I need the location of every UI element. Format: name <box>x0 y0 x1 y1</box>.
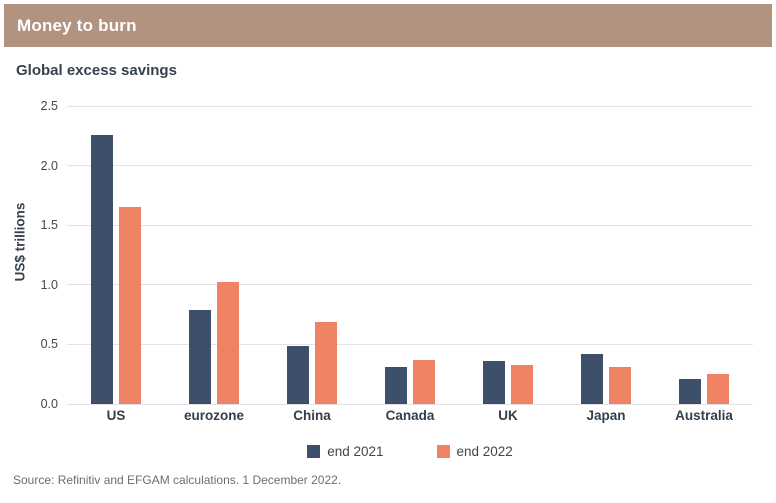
legend-label: end 2022 <box>456 444 513 459</box>
page-title: Money to burn <box>17 15 137 35</box>
bar-end-2022 <box>707 374 729 404</box>
y-tick-label: 0.5 <box>40 337 58 352</box>
y-tick-label: 0.0 <box>40 397 58 411</box>
bar-end-2021 <box>679 378 701 404</box>
chart-title: Global excess savings <box>16 62 177 79</box>
bar-end-2022 <box>119 207 141 404</box>
y-tick-label: 1.5 <box>40 218 58 233</box>
bar-end-2021 <box>91 134 113 404</box>
bar-end-2021 <box>189 309 211 404</box>
bar-group <box>263 106 361 404</box>
gridline <box>67 165 753 167</box>
bar-group <box>557 106 655 404</box>
x-axis-label: Australia <box>675 408 733 423</box>
source-note: Source: Refinitiv and EFGAM calculations… <box>13 473 342 487</box>
gridline <box>67 105 753 107</box>
x-axis-label: eurozone <box>183 408 244 423</box>
bar-end-2022 <box>413 359 435 404</box>
bar-end-2022 <box>315 321 337 404</box>
bar-end-2021 <box>483 361 505 404</box>
legend-label: end 2021 <box>327 444 384 459</box>
legend-item: end 2021 <box>307 444 384 459</box>
bar-end-2022 <box>511 364 533 404</box>
x-axis-label: China <box>293 408 331 423</box>
plot-area <box>67 105 753 405</box>
x-axis-label: US <box>106 408 126 423</box>
legend: end 2021 end 2022 <box>67 444 753 459</box>
bar-group <box>459 106 557 404</box>
bar-end-2022 <box>609 367 631 404</box>
bar-end-2021 <box>287 345 309 404</box>
gridline <box>67 284 753 286</box>
bar-group <box>361 106 459 404</box>
bar-end-2021 <box>385 367 407 404</box>
legend-item: end 2022 <box>436 444 513 459</box>
gridline <box>67 403 753 405</box>
bar-group <box>655 106 753 404</box>
bar-group <box>165 106 263 404</box>
legend-swatch <box>307 445 321 458</box>
gridline <box>67 343 753 345</box>
x-axis-label: Japan <box>586 408 626 423</box>
y-tick-label: 2.5 <box>40 99 58 113</box>
y-tick-label: 1.0 <box>40 277 58 292</box>
legend-swatch <box>436 445 450 458</box>
gridline <box>67 224 753 226</box>
bar-group <box>67 106 165 404</box>
x-axis-label: UK <box>498 408 518 423</box>
bar-end-2022 <box>217 282 239 404</box>
header-bar: Money to burn <box>4 4 772 47</box>
y-axis-title: US$ trillions <box>12 202 28 282</box>
y-tick-label: 2.0 <box>40 158 58 173</box>
x-axis-label: Canada <box>385 408 435 423</box>
bar-end-2021 <box>581 353 603 404</box>
